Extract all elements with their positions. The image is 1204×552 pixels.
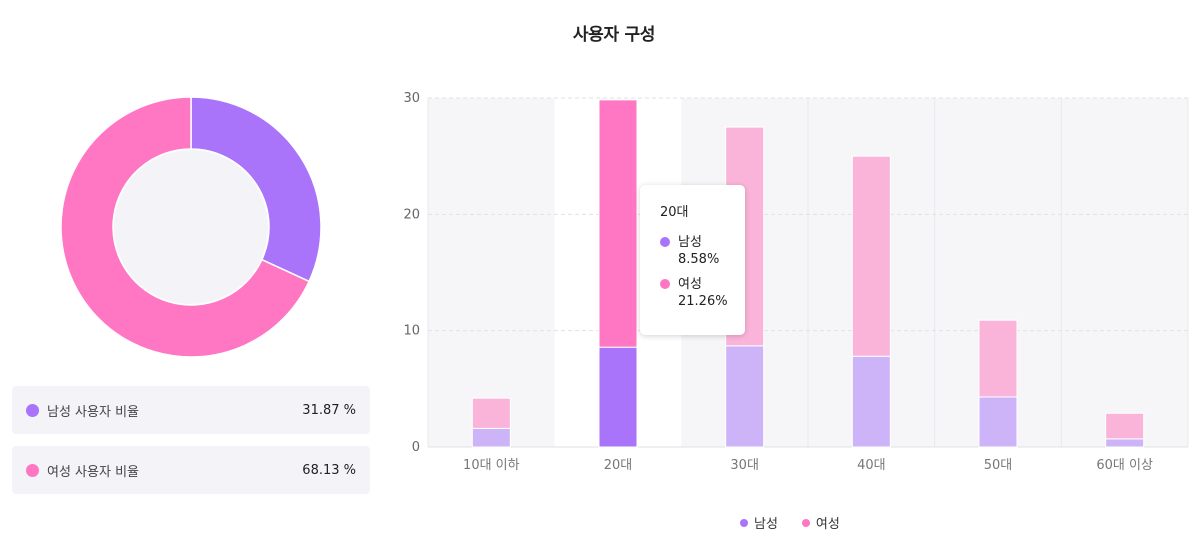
tooltip-row-female: 여성 21.26% [660,276,745,310]
y-tick-label: 20 [403,207,420,222]
bar-male[interactable] [471,427,511,448]
tooltip-female-dot-icon [660,279,670,289]
male-ratio-value: 31.87 % [302,402,356,418]
page-title: 사용자 구성 [572,25,656,45]
female-ratio-label: 여성 사용자 비율 [47,464,139,480]
x-tick-label: 40대 [857,458,886,473]
tooltip-female-value: 21.26% [678,294,728,309]
age-bar-chart: 0 10 20 30 10대 이하 20대 30대 40대 50대 60대 이상 [403,91,1189,473]
female-ratio-value: 68.13 % [302,462,356,478]
x-tick-label: 60대 이상 [1096,458,1153,473]
x-tick-label: 50대 [984,458,1013,473]
category-band [1061,98,1188,447]
tooltip-male-dot-icon [660,237,670,247]
donut-slice-female[interactable] [60,96,311,358]
tooltip-title: 20대 [660,205,689,220]
bar-female[interactable] [598,99,638,348]
legend-male-label: 남성 [754,517,778,532]
category-band [428,98,555,447]
bar-female[interactable] [471,397,511,429]
x-tick-label: 10대 이하 [463,458,520,473]
bar-male[interactable] [1105,438,1145,448]
tooltip-male-label: 남성 [678,235,702,250]
tooltip-female-label: 여성 [678,277,702,292]
y-tick-label: 10 [403,324,420,339]
donut-center [114,150,268,304]
chart-legend: 남성 여성 [740,513,840,532]
y-tick-label: 30 [403,91,420,106]
bar-male[interactable] [598,346,638,448]
bar-male[interactable] [851,355,891,448]
x-tick-label: 20대 [604,458,633,473]
legend-male-dot-icon [740,518,748,527]
female-ratio-card: 여성 사용자 비율 68.13 % [12,446,370,494]
bar-female[interactable] [1105,412,1145,440]
bar-male[interactable] [978,396,1018,448]
legend-item-female[interactable]: 여성 [801,513,840,532]
male-ratio-card: 남성 사용자 비율 31.87 % [12,386,370,434]
x-tick-label: 30대 [730,458,759,473]
bar-female[interactable] [978,319,1018,398]
bar-female[interactable] [851,155,891,357]
legend-female-label: 여성 [815,517,840,532]
tooltip-male-value: 8.58% [678,252,720,267]
female-dot-icon [26,463,39,477]
bar-male[interactable] [725,345,765,448]
donut-slice-male[interactable] [190,96,322,283]
male-dot-icon [26,403,39,417]
chart-tooltip: 20대 남성 8.58% 여성 21.26% [640,185,745,335]
legend-female-dot-icon [801,518,810,527]
tooltip-row-male: 남성 8.58% [660,234,745,268]
y-tick-label: 0 [412,440,420,455]
legend-item-male[interactable]: 남성 [740,513,778,532]
male-ratio-label: 남성 사용자 비율 [47,404,139,420]
donut-chart [60,96,322,358]
